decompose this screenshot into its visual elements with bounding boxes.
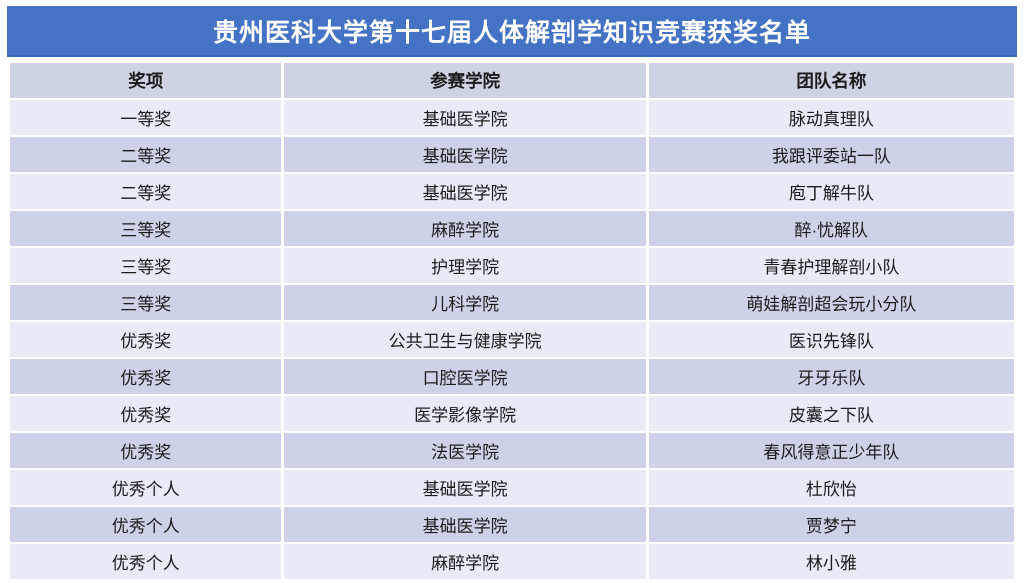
table-row: 优秀个人 基础医学院 贾梦宁: [10, 507, 1014, 542]
table-row: 三等奖 护理学院 青春护理解剖小队: [10, 248, 1014, 283]
cell-team: 林小雅: [648, 544, 1014, 579]
cell-team: 庖丁解牛队: [648, 174, 1014, 209]
cell-team: 春风得意正少年队: [648, 433, 1014, 468]
table-row: 二等奖 基础医学院 庖丁解牛队: [10, 174, 1014, 209]
table-row: 优秀奖 法医学院 春风得意正少年队: [10, 433, 1014, 468]
cell-award: 优秀奖: [10, 359, 282, 394]
cell-award: 二等奖: [10, 137, 282, 172]
cell-award: 优秀个人: [10, 544, 282, 579]
table-row: 优秀个人 麻醉学院 林小雅: [10, 544, 1014, 579]
header-row: 奖项 参赛学院 团队名称: [10, 63, 1014, 98]
cell-college: 基础医学院: [284, 174, 646, 209]
cell-college: 麻醉学院: [284, 211, 646, 246]
title-bar: 贵州医科大学第十七届人体解剖学知识竞赛获奖名单: [7, 6, 1017, 57]
cell-team: 杜欣怡: [648, 470, 1014, 505]
cell-team: 贾梦宁: [648, 507, 1014, 542]
cell-college: 麻醉学院: [284, 544, 646, 579]
col-header-award: 奖项: [10, 63, 282, 98]
cell-college: 医学影像学院: [284, 396, 646, 431]
awards-table: 奖项 参赛学院 团队名称 一等奖 基础医学院 脉动真理队 二等奖 基础医学院 我…: [7, 61, 1017, 581]
table-row: 一等奖 基础医学院 脉动真理队: [10, 100, 1014, 135]
cell-award: 一等奖: [10, 100, 282, 135]
cell-team: 医识先锋队: [648, 322, 1014, 357]
cell-award: 优秀奖: [10, 396, 282, 431]
cell-college: 法医学院: [284, 433, 646, 468]
table-row: 优秀奖 口腔医学院 牙牙乐队: [10, 359, 1014, 394]
cell-college: 护理学院: [284, 248, 646, 283]
cell-college: 儿科学院: [284, 285, 646, 320]
col-header-team: 团队名称: [648, 63, 1014, 98]
table-row: 二等奖 基础医学院 我跟评委站一队: [10, 137, 1014, 172]
table-row: 优秀奖 公共卫生与健康学院 医识先锋队: [10, 322, 1014, 357]
cell-team: 牙牙乐队: [648, 359, 1014, 394]
cell-college: 基础医学院: [284, 470, 646, 505]
table-row: 优秀奖 医学影像学院 皮囊之下队: [10, 396, 1014, 431]
cell-college: 公共卫生与健康学院: [284, 322, 646, 357]
cell-team: 皮囊之下队: [648, 396, 1014, 431]
cell-award: 优秀个人: [10, 470, 282, 505]
slide-title: 贵州医科大学第十七届人体解剖学知识竞赛获奖名单: [212, 18, 811, 47]
cell-college: 基础医学院: [284, 100, 646, 135]
cell-college: 基础医学院: [284, 137, 646, 172]
table-row: 三等奖 儿科学院 萌娃解剖超会玩小分队: [10, 285, 1014, 320]
cell-college: 基础医学院: [284, 507, 646, 542]
cell-team: 醉·忧解队: [648, 211, 1014, 246]
cell-college: 口腔医学院: [284, 359, 646, 394]
table-row: 优秀个人 基础医学院 杜欣怡: [10, 470, 1014, 505]
cell-team: 青春护理解剖小队: [648, 248, 1014, 283]
cell-award: 优秀个人: [10, 507, 282, 542]
cell-team: 萌娃解剖超会玩小分队: [648, 285, 1014, 320]
cell-award: 三等奖: [10, 285, 282, 320]
col-header-college: 参赛学院: [284, 63, 646, 98]
cell-team: 脉动真理队: [648, 100, 1014, 135]
cell-award: 优秀奖: [10, 322, 282, 357]
cell-award: 三等奖: [10, 211, 282, 246]
cell-award: 二等奖: [10, 174, 282, 209]
cell-award: 三等奖: [10, 248, 282, 283]
cell-award: 优秀奖: [10, 433, 282, 468]
cell-team: 我跟评委站一队: [648, 137, 1014, 172]
table-row: 三等奖 麻醉学院 醉·忧解队: [10, 211, 1014, 246]
